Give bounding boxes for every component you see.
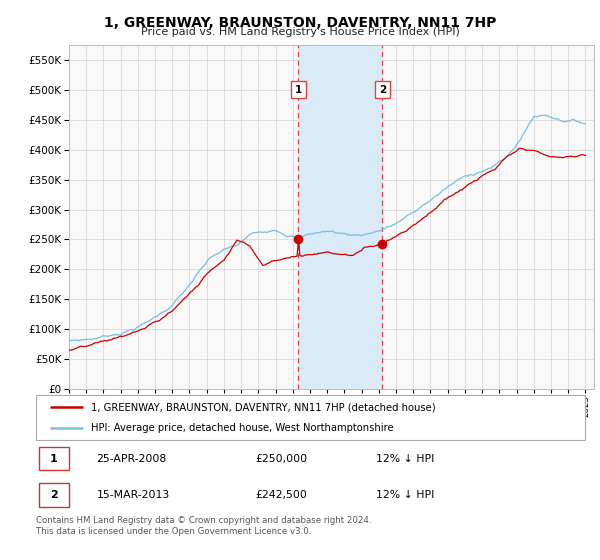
Text: 15-MAR-2013: 15-MAR-2013 <box>97 490 170 500</box>
Text: 1, GREENWAY, BRAUNSTON, DAVENTRY, NN11 7HP: 1, GREENWAY, BRAUNSTON, DAVENTRY, NN11 7… <box>104 16 496 30</box>
Text: 1: 1 <box>50 454 58 464</box>
Text: 25-APR-2008: 25-APR-2008 <box>97 454 167 464</box>
Text: 2: 2 <box>379 85 386 95</box>
Text: £242,500: £242,500 <box>256 490 307 500</box>
FancyBboxPatch shape <box>39 447 69 470</box>
FancyBboxPatch shape <box>36 395 585 440</box>
Text: 1: 1 <box>295 85 302 95</box>
FancyBboxPatch shape <box>39 483 69 507</box>
Text: 1, GREENWAY, BRAUNSTON, DAVENTRY, NN11 7HP (detached house): 1, GREENWAY, BRAUNSTON, DAVENTRY, NN11 7… <box>91 402 436 412</box>
Bar <box>298 45 382 389</box>
Text: Contains HM Land Registry data © Crown copyright and database right 2024.
This d: Contains HM Land Registry data © Crown c… <box>36 516 371 536</box>
Text: 12% ↓ HPI: 12% ↓ HPI <box>376 454 435 464</box>
Text: Price paid vs. HM Land Registry's House Price Index (HPI): Price paid vs. HM Land Registry's House … <box>140 27 460 37</box>
Text: 12% ↓ HPI: 12% ↓ HPI <box>376 490 435 500</box>
Text: 2: 2 <box>50 490 58 500</box>
Text: £250,000: £250,000 <box>256 454 308 464</box>
Text: HPI: Average price, detached house, West Northamptonshire: HPI: Average price, detached house, West… <box>91 423 394 433</box>
